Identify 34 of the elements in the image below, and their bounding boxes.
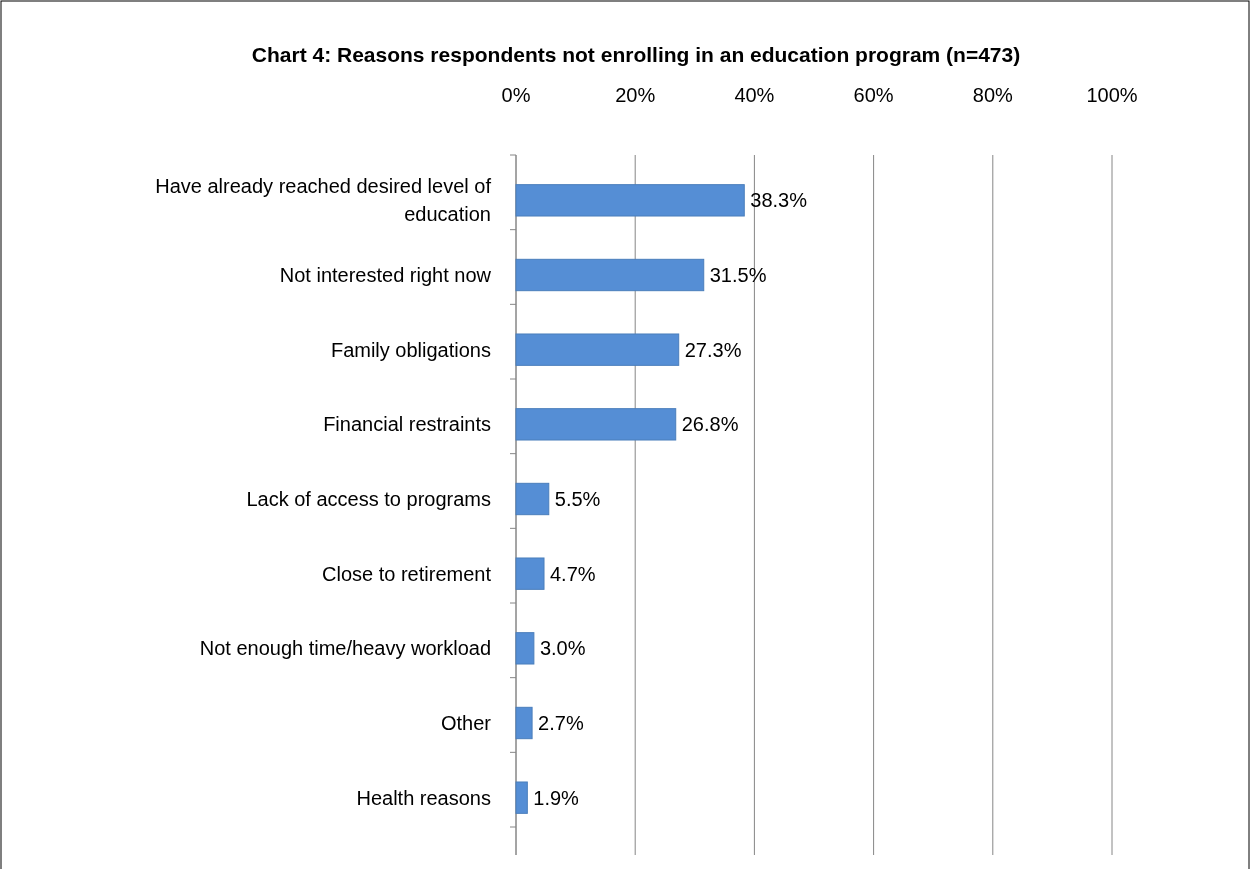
y-tick-label: Not enough time/heavy workload — [199, 637, 491, 660]
data-label: 26.8% — [681, 413, 739, 436]
x-tick-label: 100% — [1086, 84, 1138, 106]
y-tick-label: Family obligations — [330, 338, 491, 361]
data-label: 27.3% — [684, 338, 742, 361]
x-tick-label: 80% — [972, 84, 1014, 106]
data-label: 1.9% — [533, 786, 580, 809]
y-tick-label: Health reasons — [356, 786, 491, 809]
data-label: 3.0% — [539, 637, 586, 660]
data-label: 31.5% — [709, 264, 767, 286]
data-label: 5.5% — [554, 488, 601, 510]
bar — [515, 706, 533, 740]
y-tick-label: Have already reached desired level of education — [155, 175, 492, 226]
y-tick-label: Not interested right now — [279, 264, 492, 286]
bar — [515, 781, 528, 814]
bar — [515, 258, 705, 292]
bar — [515, 482, 550, 516]
bar — [515, 184, 745, 217]
x-tick-label: 60% — [853, 84, 894, 106]
y-tick-label: Other — [440, 712, 492, 734]
bar — [515, 408, 677, 441]
data-label: 38.3% — [750, 189, 808, 212]
x-tick-label: 40% — [734, 84, 775, 106]
bar — [515, 333, 680, 366]
x-tick-label: 20% — [615, 84, 656, 106]
x-tick-label: 0% — [501, 84, 531, 106]
bar — [515, 632, 535, 665]
y-tick-label: Lack of access to programs — [246, 488, 491, 510]
y-tick-label: Financial restraints — [323, 413, 491, 436]
y-tick-label: Close to retirement — [322, 562, 492, 585]
data-label: 2.7% — [538, 712, 584, 734]
chart-title: Chart 4: Reasons respondents not enrolling in an education program (n=473) — [251, 43, 1021, 66]
bar — [515, 557, 545, 590]
data-label: 4.7% — [550, 562, 596, 585]
